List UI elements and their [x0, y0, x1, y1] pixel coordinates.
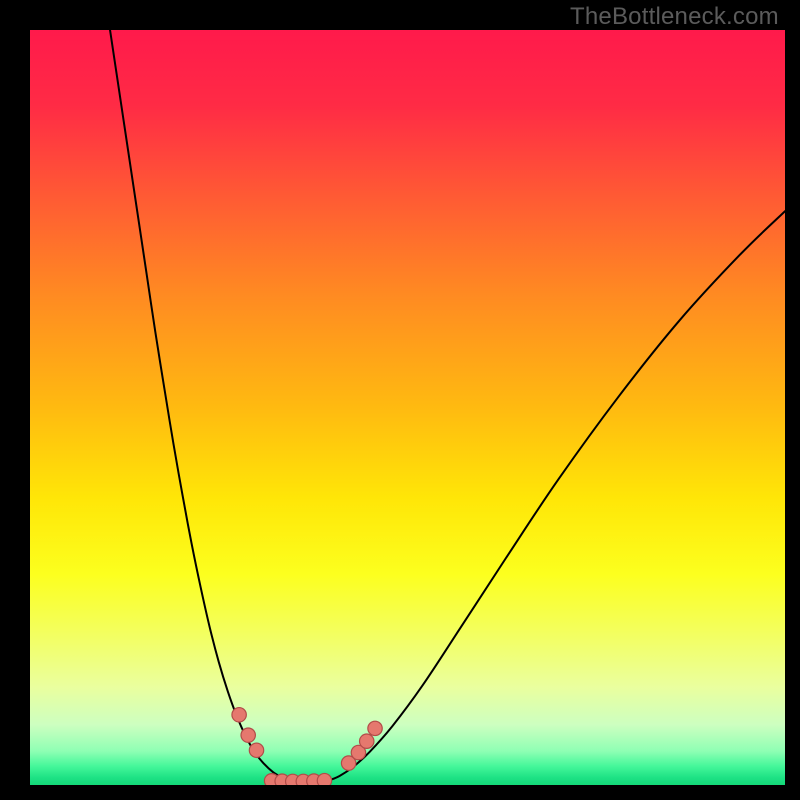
watermark-text: TheBottleneck.com: [570, 3, 779, 31]
chart-container: TheBottleneck.com: [0, 0, 800, 800]
gradient-background: [30, 30, 785, 785]
